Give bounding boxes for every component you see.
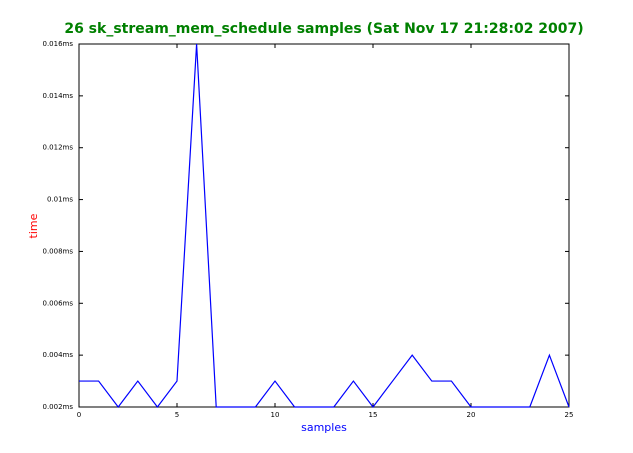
y-tick-label: 0.01ms: [47, 196, 73, 204]
chart-title: 26 sk_stream_mem_schedule samples (Sat N…: [64, 21, 583, 37]
y-tick-label: 0.014ms: [42, 92, 73, 100]
y-tick-label: 0.004ms: [42, 351, 73, 359]
x-tick-label: 15: [369, 411, 378, 419]
x-tick-label: 5: [175, 411, 179, 419]
x-axis-label: samples: [301, 421, 347, 434]
y-tick-label: 0.012ms: [42, 144, 73, 152]
x-tick-label: 10: [271, 411, 280, 419]
y-axis-label: time: [27, 213, 40, 238]
x-tick-label: 0: [77, 411, 81, 419]
y-tick-label: 0.002ms: [42, 403, 73, 411]
y-tick-label: 0.006ms: [42, 299, 73, 307]
x-tick-label: 25: [565, 411, 574, 419]
y-tick-label: 0.016ms: [42, 40, 73, 48]
data-line: [79, 43, 570, 408]
y-tick-label: 0.008ms: [42, 247, 73, 255]
x-tick-label: 20: [467, 411, 476, 419]
